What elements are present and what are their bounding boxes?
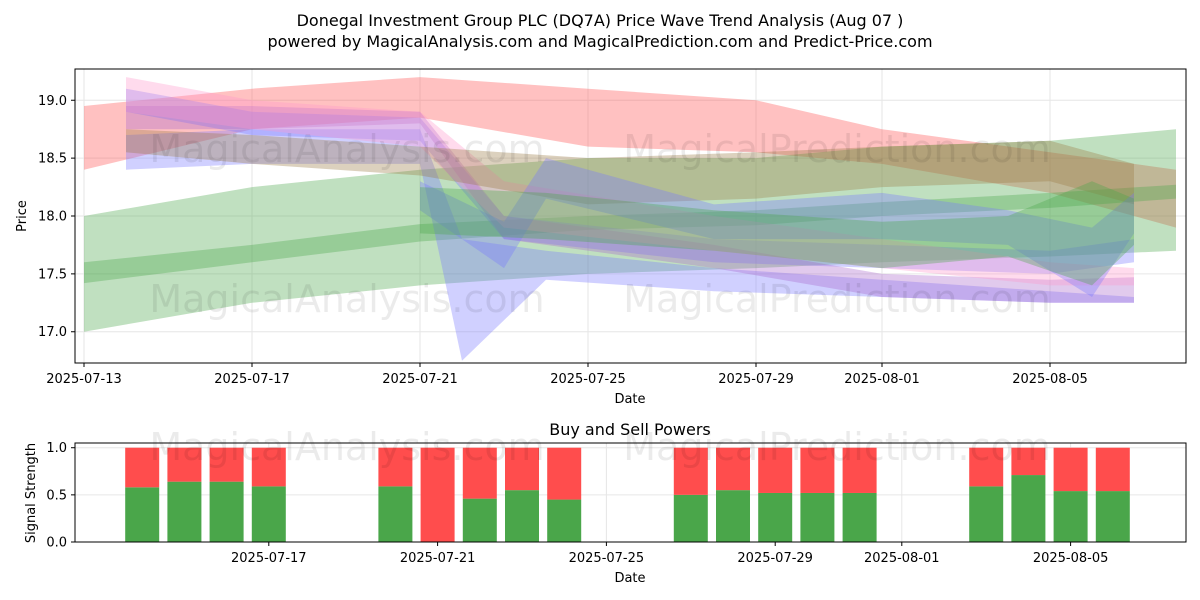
watermark-analysis-top: MagicalAnalysis.com — [149, 127, 544, 171]
buy-power-bar — [842, 492, 877, 542]
price-wave-band — [126, 106, 1134, 303]
signal-y-tick-label: 0.5 — [46, 488, 67, 503]
sell-power-bar — [251, 447, 286, 487]
buy-power-bar — [1011, 475, 1046, 542]
signal-chart-title: Buy and Sell Powers — [549, 420, 711, 439]
price-y-tick-label: 19.0 — [38, 94, 67, 109]
sell-power-bar — [758, 447, 793, 493]
sell-power-bar — [125, 447, 160, 488]
price-y-tick-label: 17.0 — [38, 325, 67, 340]
buy-power-bar — [800, 492, 835, 542]
price-wave-band — [126, 129, 1134, 361]
buy-power-bar — [969, 486, 1004, 542]
signal-x-tick-label: 2025-08-01 — [864, 551, 940, 566]
price-x-axis-label: Date — [614, 392, 645, 407]
sell-power-bar — [842, 447, 877, 493]
price-x-tick-label: 2025-07-13 — [46, 372, 122, 387]
sell-power-bar — [167, 447, 202, 482]
buy-power-bar — [547, 499, 582, 542]
signal-y-tick-label: 1.0 — [46, 441, 67, 456]
price-panel: MagicalAnalysis.com MagicalPrediction.co… — [15, 68, 1187, 407]
price-y-tick-label: 18.5 — [38, 152, 67, 167]
buy-power-bar — [462, 498, 497, 542]
signal-x-tick-label: 2025-07-29 — [737, 551, 813, 566]
price-wave-band — [420, 158, 1134, 297]
buy-power-bar — [673, 494, 708, 542]
buy-power-bar — [378, 486, 413, 542]
buy-power-bar — [1053, 491, 1088, 542]
buy-power-bar — [505, 490, 539, 542]
signal-x-tick-label: 2025-07-21 — [400, 551, 476, 566]
price-x-tick-label: 2025-07-25 — [550, 372, 626, 387]
signal-panel: Buy and Sell Powers MagicalAnalysis.com … — [24, 420, 1187, 586]
signal-plot-frame — [74, 442, 1187, 543]
watermark-prediction-top: MagicalPrediction.com — [623, 127, 1051, 171]
price-x-tick-label: 2025-07-17 — [214, 372, 290, 387]
price-wave-band — [84, 77, 1176, 228]
sell-power-bar — [716, 447, 750, 491]
sell-power-bar — [969, 447, 1004, 487]
price-y-tick-label: 17.5 — [38, 267, 67, 282]
price-wave-band — [84, 184, 1176, 284]
buy-power-bar — [716, 490, 750, 542]
buy-power-bar — [125, 487, 160, 542]
price-x-tick-label: 2025-07-29 — [718, 372, 794, 387]
watermark-prediction-bottom: MagicalPrediction.com — [623, 425, 1051, 469]
price-x-tick-label: 2025-07-21 — [382, 372, 458, 387]
signal-x-axis-label: Date — [614, 571, 645, 586]
watermark-analysis-bottom: MagicalAnalysis.com — [149, 425, 544, 469]
sell-power-bar — [420, 447, 455, 542]
price-y-axis-label: Price — [15, 200, 30, 232]
sell-power-bar — [1095, 447, 1130, 492]
sell-power-bar — [673, 447, 708, 495]
buy-power-bar — [209, 481, 244, 542]
price-wave-band — [126, 77, 1134, 286]
buy-power-bar — [251, 486, 286, 542]
chart-title-line1: Donegal Investment Group PLC (DQ7A) Pric… — [297, 11, 904, 30]
sell-power-bar — [800, 447, 835, 493]
sell-power-bar — [378, 447, 413, 487]
signal-bars — [125, 447, 1130, 542]
buy-power-bar — [1095, 491, 1130, 542]
sell-power-bar — [209, 447, 244, 482]
price-bands — [84, 77, 1176, 361]
price-grid — [75, 69, 1186, 363]
price-wave-band — [420, 181, 1134, 286]
price-wave-band — [84, 129, 1176, 332]
signal-x-tick-label: 2025-08-05 — [1033, 551, 1109, 566]
price-x-tick-label: 2025-08-05 — [1012, 372, 1088, 387]
signal-y-tick-label: 0.0 — [46, 536, 67, 551]
buy-power-bar — [167, 481, 202, 542]
sell-power-bar — [462, 447, 497, 499]
price-x-tick-label: 2025-08-01 — [844, 372, 920, 387]
price-wave-band — [126, 88, 1134, 274]
chart-title-line2: powered by MagicalAnalysis.com and Magic… — [267, 32, 932, 51]
buy-power-bar — [758, 492, 793, 542]
price-wave-band — [126, 129, 1134, 205]
signal-axes: 0.0 0.5 1.0 2025-07-17 2025-07-21 2025-07-25 2… — [46, 441, 1108, 566]
signal-x-tick-label: 2025-07-17 — [231, 551, 307, 566]
signal-y-axis-label: Signal Strength — [24, 443, 39, 543]
watermark-analysis-mid: MagicalAnalysis.com — [149, 277, 544, 321]
price-y-tick-label: 18.0 — [38, 210, 67, 225]
price-axes: 17.0 17.5 18.0 18.5 19.0 2025-07-13 2025-07-17… — [38, 94, 1088, 387]
watermark-prediction-mid: MagicalPrediction.com — [623, 277, 1051, 321]
sell-power-bar — [505, 447, 539, 491]
sell-power-bar — [1011, 447, 1046, 476]
sell-power-bar — [1053, 447, 1088, 492]
signal-x-tick-label: 2025-07-25 — [569, 551, 645, 566]
sell-power-bar — [547, 447, 582, 500]
